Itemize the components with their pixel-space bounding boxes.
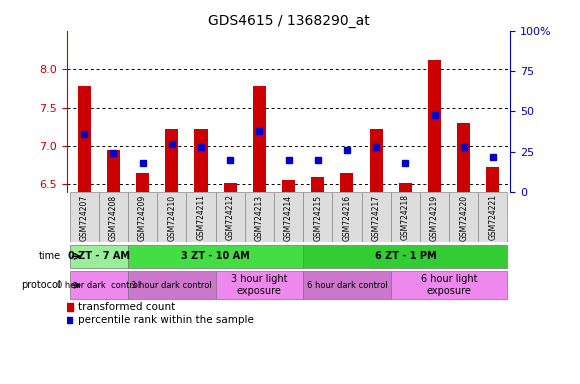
Text: GSM724215: GSM724215 [313,195,322,241]
Text: 0 hour dark  control: 0 hour dark control [57,281,140,290]
FancyBboxPatch shape [128,192,157,242]
Bar [136,173,149,192]
FancyBboxPatch shape [99,192,128,242]
Text: 0 ZT - 7 AM: 0 ZT - 7 AM [68,251,130,262]
Bar [369,129,383,192]
Text: GSM724217: GSM724217 [372,195,380,241]
Text: GSM724209: GSM724209 [138,195,147,241]
Text: GSM724211: GSM724211 [197,195,205,240]
Text: GSM724214: GSM724214 [284,195,293,241]
Bar [165,129,179,192]
Bar [194,129,208,192]
Bar [107,150,120,192]
Bar [340,173,353,192]
Text: 3 hour dark control: 3 hour dark control [132,281,212,290]
Text: GSM724216: GSM724216 [342,195,351,241]
FancyBboxPatch shape [420,192,449,242]
FancyBboxPatch shape [303,245,508,268]
Text: protocol: protocol [21,280,61,290]
Text: GSM724213: GSM724213 [255,195,264,241]
Text: 3 ZT - 10 AM: 3 ZT - 10 AM [181,251,250,262]
Text: GSM724207: GSM724207 [79,195,89,241]
FancyBboxPatch shape [157,192,186,242]
Text: GSM724210: GSM724210 [167,195,176,241]
FancyBboxPatch shape [274,192,303,242]
Text: GSM724221: GSM724221 [488,195,498,240]
FancyBboxPatch shape [361,192,391,242]
Bar [78,86,91,192]
Bar [224,183,237,192]
FancyBboxPatch shape [128,271,216,299]
Bar [398,183,412,192]
Title: GDS4615 / 1368290_at: GDS4615 / 1368290_at [208,14,369,28]
FancyBboxPatch shape [449,192,478,242]
FancyBboxPatch shape [70,245,128,268]
Bar [428,60,441,192]
FancyBboxPatch shape [70,271,128,299]
Text: GSM724208: GSM724208 [109,195,118,241]
FancyBboxPatch shape [70,192,99,242]
Text: 3 hour light
exposure: 3 hour light exposure [231,274,288,296]
Text: time: time [39,251,61,262]
FancyBboxPatch shape [303,192,332,242]
Text: GSM724219: GSM724219 [430,195,439,241]
Text: 6 hour light
exposure: 6 hour light exposure [421,274,477,296]
Bar [282,180,295,192]
Text: GSM724218: GSM724218 [401,195,410,240]
Text: transformed count: transformed count [78,302,175,312]
FancyBboxPatch shape [478,192,508,242]
FancyBboxPatch shape [216,192,245,242]
Bar [457,123,470,192]
Text: GSM724212: GSM724212 [226,195,235,240]
FancyBboxPatch shape [128,245,303,268]
Bar [486,167,499,192]
Text: 6 hour dark control: 6 hour dark control [307,281,387,290]
FancyBboxPatch shape [332,192,361,242]
FancyBboxPatch shape [216,271,303,299]
Text: percentile rank within the sample: percentile rank within the sample [78,315,253,325]
FancyBboxPatch shape [245,192,274,242]
Text: 6 ZT - 1 PM: 6 ZT - 1 PM [375,251,436,262]
FancyBboxPatch shape [391,192,420,242]
Bar [253,86,266,192]
FancyBboxPatch shape [391,271,508,299]
FancyBboxPatch shape [186,192,216,242]
FancyBboxPatch shape [303,271,391,299]
Bar [311,177,324,192]
Text: GSM724220: GSM724220 [459,195,468,241]
